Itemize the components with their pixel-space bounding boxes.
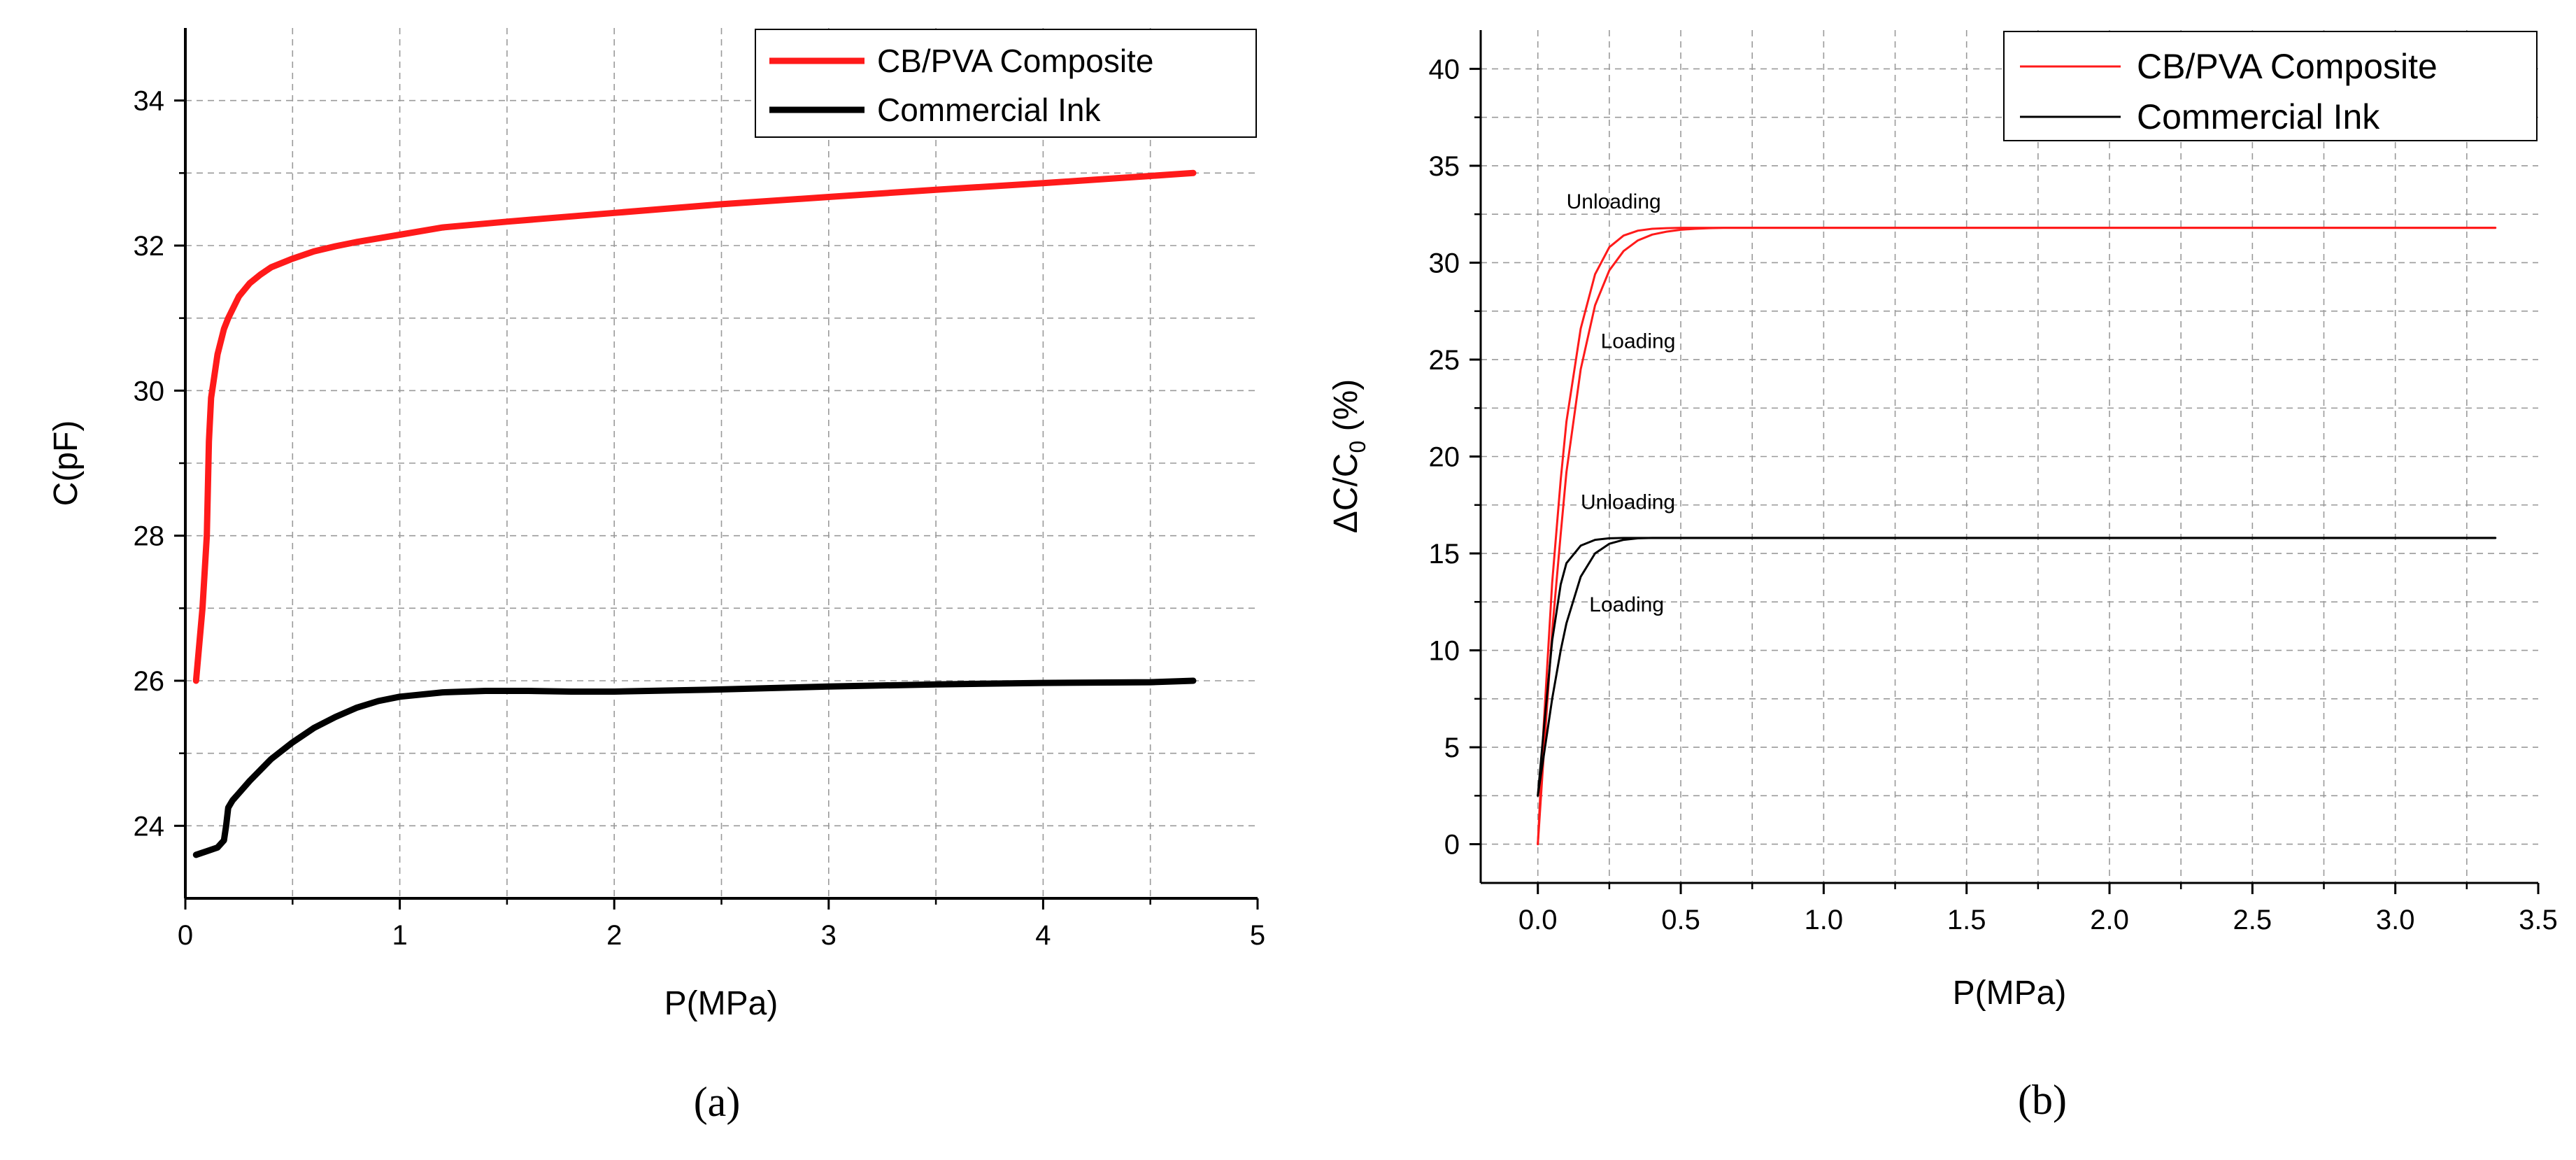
y-axis-label-a: C(pF) xyxy=(48,420,85,507)
y-axis-label-b-suffix: (%) xyxy=(1328,379,1365,441)
y-tick-label: 35 xyxy=(1429,151,1460,182)
x-tick-label: 2.0 xyxy=(2090,905,2129,935)
y-tick-label: 34 xyxy=(134,86,165,117)
x-tick-label: 0 xyxy=(178,920,193,951)
y-tick-label: 5 xyxy=(1444,733,1460,763)
legend-label-cbpva-a: CB/PVA Composite xyxy=(877,43,1153,79)
legend-label-ink-b: Commercial Ink xyxy=(2137,97,2380,136)
x-tick-label: 4 xyxy=(1035,920,1051,951)
x-tick-label: 3.0 xyxy=(2376,905,2415,935)
plot-area-a xyxy=(185,28,1258,898)
series-line-cb-pva-composite-unloading xyxy=(1537,227,2497,846)
y-tick-label: 32 xyxy=(134,231,165,262)
annotation-unloading: Unloading xyxy=(1567,190,1661,213)
x-tick-label: 3 xyxy=(821,920,837,951)
y-tick-label: 15 xyxy=(1429,539,1460,570)
legend-label-ink-a: Commercial Ink xyxy=(877,92,1102,128)
x-tick-label: 0.5 xyxy=(1661,905,1700,935)
annotation-unloading: Unloading xyxy=(1581,490,1675,514)
x-tick-label: 3.5 xyxy=(2519,905,2558,935)
y-tick-label: 25 xyxy=(1429,345,1460,376)
x-tick-label: 1 xyxy=(392,920,407,951)
legend-box-a xyxy=(755,29,1257,138)
legend-box-b xyxy=(2003,31,2538,141)
y-axis-label-b: ΔC/C0 (%) xyxy=(1328,379,1370,534)
y-tick-label: 20 xyxy=(1429,442,1460,473)
x-axis-label-b: P(MPa) xyxy=(1953,975,2067,1012)
y-tick-label: 26 xyxy=(134,666,165,697)
y-tick-label: 30 xyxy=(134,376,165,406)
series-layer-a xyxy=(192,169,1197,858)
x-axis-label-a: P(MPa) xyxy=(664,985,778,1022)
y-tick-label: 10 xyxy=(1429,636,1460,667)
y-tick-label: 30 xyxy=(1429,248,1460,278)
x-tick-label: 2 xyxy=(606,920,622,951)
y-tick-label: 24 xyxy=(134,811,165,842)
ticks-b: 0.0 0.5 1.0 1.5 2.0 2.5 3.0 3.5 0 5 10 15 20 25 30 35 40 xyxy=(1429,54,2558,935)
legend-a: CB/PVA Composite Commercial Ink xyxy=(755,29,1257,138)
y-axis-label-b-subscript: 0 xyxy=(1345,441,1370,453)
x-tick-label: 2.5 xyxy=(2233,905,2272,935)
y-tick-label: 40 xyxy=(1429,54,1460,85)
annotation-loading: Loading xyxy=(1589,593,1664,616)
series-layer-b xyxy=(1537,227,2497,846)
series-line-cb-pva-composite xyxy=(192,169,1197,684)
y-axis-label-b-main: ΔC/C xyxy=(1328,453,1365,534)
x-tick-label: 1.5 xyxy=(1947,905,1986,935)
caption-b: (b) xyxy=(2018,1077,2067,1123)
annotation-loading: Loading xyxy=(1601,330,1676,353)
chart-panel-b: 0.0 0.5 1.0 1.5 2.0 2.5 3.0 3.5 0 5 10 15 20 25 30 35 40… xyxy=(1328,30,2558,1012)
x-tick-label: 0.0 xyxy=(1518,905,1558,935)
legend-label-cbpva-b: CB/PVA Composite xyxy=(2137,47,2438,86)
series-line-commercial-ink-unloading xyxy=(1537,537,2497,797)
y-tick-label: 0 xyxy=(1444,830,1460,861)
x-tick-label: 1.0 xyxy=(1805,905,1844,935)
annotations-b: Unloading Loading Unloading Loading xyxy=(1567,190,1676,616)
y-tick-label: 28 xyxy=(134,521,165,552)
caption-a: (a) xyxy=(694,1079,741,1125)
legend-b: CB/PVA Composite Commercial Ink xyxy=(2003,31,2538,141)
series-line-commercial-ink xyxy=(192,677,1197,858)
x-tick-label: 5 xyxy=(1250,920,1265,951)
